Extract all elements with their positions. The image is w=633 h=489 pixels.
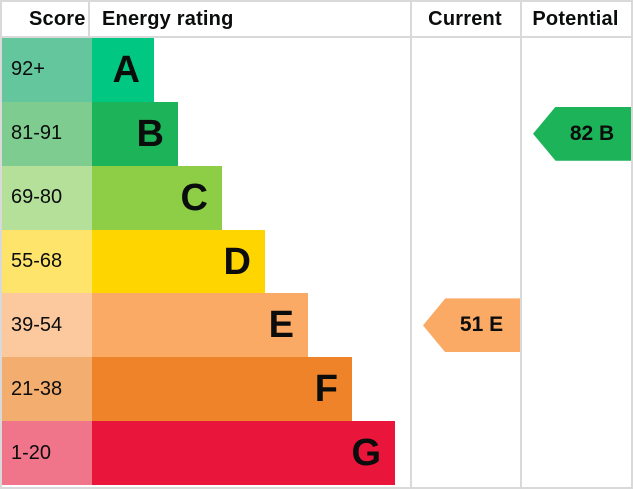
band-row-a: 92+ A — [2, 38, 631, 102]
band-row-c: 69-80 C — [2, 165, 631, 230]
rating-letter: E — [268, 304, 294, 347]
band-row-f: 21-38 F — [2, 357, 631, 422]
rating-bar: D — [92, 229, 265, 294]
score-cell: 92+ — [2, 38, 92, 102]
band-row-d: 55-68 D — [2, 229, 631, 294]
score-cell: 55-68 — [2, 229, 92, 294]
current-rating-arrow: 51 E — [423, 298, 520, 353]
rating-letter: B — [136, 112, 164, 155]
score-cell: 69-80 — [2, 165, 92, 230]
score-cell: 1-20 — [2, 421, 92, 486]
rating-bar: B — [92, 101, 178, 166]
rating-bar: C — [92, 165, 222, 230]
rating-bar: F — [92, 357, 352, 422]
potential-rating-value: 82 B — [569, 121, 615, 145]
rating-letter: G — [351, 432, 381, 475]
rating-letter: A — [112, 48, 140, 91]
band-row-b: 81-91 B — [2, 101, 631, 166]
header-current-label: Current — [428, 7, 502, 30]
score-cell: 81-91 — [2, 101, 92, 166]
rating-letter: D — [223, 240, 251, 283]
header-energy-rating-label: Energy rating — [102, 7, 234, 30]
current-column-divider — [410, 2, 412, 487]
band-rows: 92+ A 81-91 B 69-80 C 55-68 D 39-54 — [2, 38, 631, 486]
potential-column-divider — [520, 2, 522, 487]
table-header: Score Energy rating Current Potential — [2, 2, 631, 38]
score-cell: 39-54 — [2, 293, 92, 358]
rating-bar: A — [92, 38, 154, 102]
rating-letter: C — [180, 176, 208, 219]
current-rating-value: 51 E — [459, 313, 504, 337]
rating-letter: F — [314, 368, 338, 411]
rating-bar: G — [92, 421, 395, 486]
band-row-e: 39-54 E — [2, 293, 631, 358]
header-score-label: Score — [2, 2, 90, 36]
rating-bar: E — [92, 293, 308, 358]
score-cell: 21-38 — [2, 357, 92, 422]
band-row-g: 1-20 G — [2, 421, 631, 486]
header-potential-label: Potential — [532, 7, 619, 30]
potential-rating-arrow: 82 B — [533, 106, 631, 161]
